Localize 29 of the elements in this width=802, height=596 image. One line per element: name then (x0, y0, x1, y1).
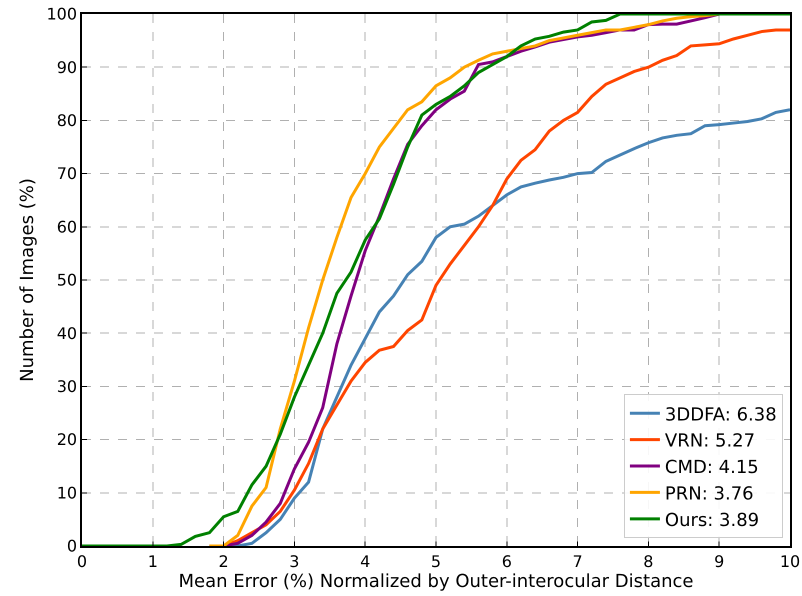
x-tick-label: 2 (218, 552, 229, 571)
x-tick-label: 3 (289, 552, 300, 571)
y-tick-label: 70 (56, 164, 78, 184)
y-axis-title: Number of Images (%) (17, 178, 38, 382)
line-series (82, 14, 790, 546)
x-tick-label: 10 (780, 552, 800, 571)
y-tick-label: 100 (46, 4, 78, 24)
legend-label: PRN: 3.76 (664, 483, 754, 504)
y-tick-label: 0 (66, 536, 78, 556)
legend-label: CMD: 4.15 (664, 457, 759, 478)
y-tick-label: 90 (56, 58, 78, 77)
x-tick-label: 4 (360, 552, 370, 571)
x-tick-label: 9 (714, 552, 724, 571)
legend-label: VRN: 5.27 (664, 430, 756, 452)
y-tick-label: 20 (56, 430, 78, 450)
y-tick-label: 50 (56, 270, 78, 290)
legend-label: 3DDFA: 6.38 (664, 404, 777, 426)
y-tick-label: 80 (56, 111, 78, 130)
x-tick-label: 5 (430, 552, 442, 571)
y-tick-label: 30 (56, 377, 78, 396)
x-axis-title: Mean Error (%) Normalized by Outer-interocular Distance (178, 570, 694, 592)
x-tick-label: 8 (643, 552, 654, 571)
y-tick-label: 10 (56, 483, 78, 502)
y-tick-label: 60 (56, 217, 78, 236)
x-tick-label: 6 (502, 552, 512, 571)
legend-label: Ours: 3.89 (664, 510, 760, 531)
x-tick-label: 7 (572, 552, 583, 571)
y-tick-label: 40 (56, 324, 78, 343)
x-tick-label: 1 (148, 552, 158, 571)
